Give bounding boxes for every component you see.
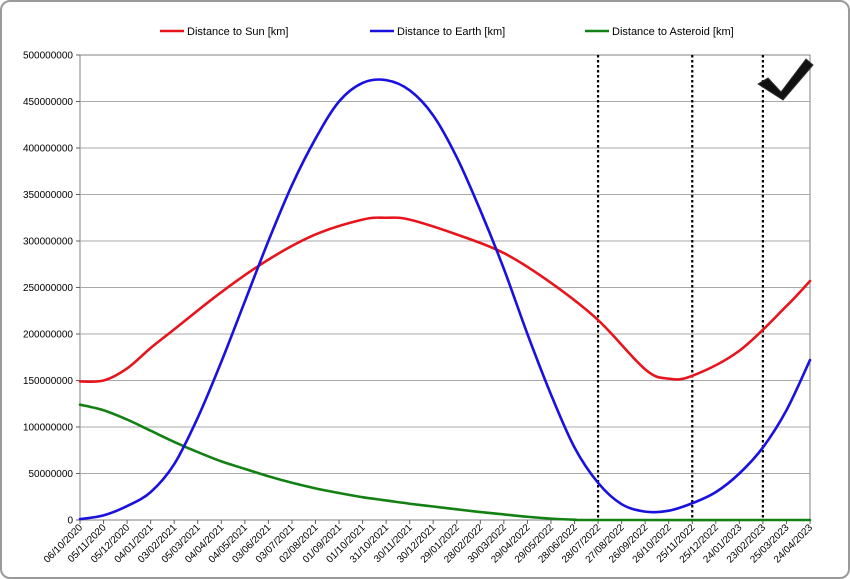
y-tick-label: 100000000 — [23, 423, 73, 434]
distance-to-sun-line — [78, 216, 812, 384]
y-tick-label: 200000000 — [23, 330, 73, 341]
y-tick-label: 150000000 — [23, 376, 73, 387]
checkmark-icon — [757, 58, 814, 101]
y-tick-label: 400000000 — [23, 144, 73, 155]
y-tick-label: 300000000 — [23, 237, 73, 248]
y-tick-label: 250000000 — [23, 283, 73, 294]
legend-label-distance-to-earth: Distance to Earth [km] — [397, 26, 505, 38]
legend-label-distance-to-sun: Distance to Sun [km] — [187, 26, 289, 38]
distance-to-earth-line — [78, 78, 812, 521]
y-tick-label: 450000000 — [23, 97, 73, 108]
y-tick-label: 500000000 — [23, 51, 73, 62]
distance-to-asteroid-line — [78, 403, 812, 522]
y-tick-label: 350000000 — [23, 190, 73, 201]
y-tick-label: 0 — [67, 516, 73, 527]
y-tick-label: 50000000 — [29, 469, 74, 480]
legend-label-distance-to-asteroid: Distance to Asteroid [km] — [612, 26, 734, 38]
